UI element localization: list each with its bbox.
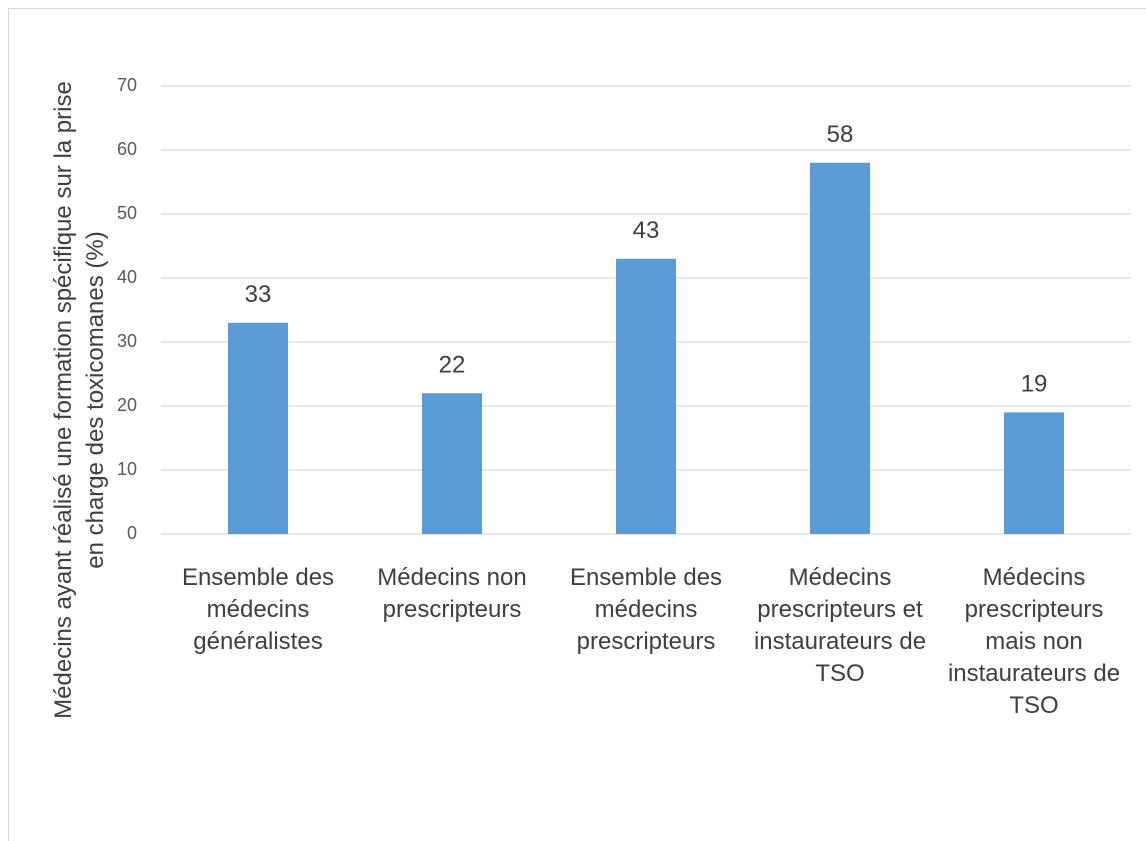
data-label: 58	[827, 121, 854, 148]
chart-border	[8, 8, 1146, 841]
bar	[810, 162, 870, 535]
y-tick-label: 10	[117, 459, 137, 479]
y-axis-title: Médecins ayant réalisé une formation spé…	[50, 81, 109, 719]
y-tick-label: 60	[117, 139, 137, 159]
x-tick-label: Ensemble des médecins généralistes	[181, 564, 335, 655]
y-tick-label: 30	[117, 331, 137, 351]
y-tick-label: 40	[117, 267, 137, 287]
x-tick-label: Médecins prescripteurs et instaurateurs …	[753, 564, 927, 687]
bar	[422, 393, 482, 534]
bar	[616, 258, 676, 534]
data-label: 22	[439, 352, 466, 379]
x-tick-label: Médecins non prescripteurs	[377, 564, 527, 623]
y-tick-label: 50	[117, 203, 137, 223]
y-tick-label: 70	[117, 75, 137, 95]
data-label: 19	[1021, 371, 1048, 398]
bar	[1004, 412, 1064, 534]
y-tick-label: 20	[117, 395, 137, 415]
data-label: 33	[245, 281, 272, 308]
data-label: 43	[633, 217, 660, 244]
x-tick-label: Ensemble des médecins prescripteurs	[569, 564, 723, 655]
bar	[228, 322, 288, 534]
x-tick-label: Médecins prescripteurs mais non instaura…	[947, 564, 1121, 719]
y-tick-label: 0	[127, 523, 137, 543]
